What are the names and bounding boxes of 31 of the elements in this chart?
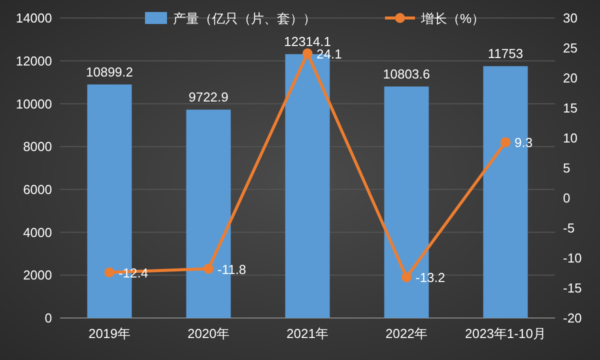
y-tick-label: 4000 — [23, 224, 52, 240]
y2-tick-label: 5 — [563, 160, 570, 176]
legend-label: 增长（%） — [420, 11, 485, 26]
data-label: -12.4 — [118, 265, 148, 280]
y2-tick-label: 25 — [563, 40, 578, 56]
y2-tick-label: -10 — [563, 250, 582, 266]
y2-tick-label: -20 — [563, 310, 582, 326]
y2-tick-label: 20 — [563, 70, 578, 86]
data-label: 10899.2 — [86, 64, 133, 80]
y2-tick-label: 0 — [563, 190, 570, 206]
y-tick-label: 14000 — [16, 10, 52, 26]
y-tick-label: 2000 — [23, 268, 52, 283]
y-tick-label: 10000 — [16, 96, 52, 112]
y2-tick-label: 15 — [563, 100, 578, 116]
y-tick-label: 0 — [44, 310, 52, 326]
x-tick-label: 2023年1-10月 — [465, 326, 546, 341]
x-tick-label: 2022年 — [386, 326, 428, 341]
x-tick-label: 2020年 — [188, 326, 230, 341]
y-tick-label: 6000 — [23, 182, 52, 197]
y-tick-label: 8000 — [23, 139, 52, 154]
y2-tick-label: 30 — [563, 10, 578, 26]
data-label: 9722.9 — [188, 90, 228, 105]
y-tick-label: 12000 — [16, 53, 52, 68]
legend-label: 产量（亿只（片、套）） — [173, 11, 316, 26]
x-tick-label: 2021年 — [286, 326, 328, 341]
data-label: 11753 — [488, 46, 524, 62]
x-tick-label: 2019年 — [88, 326, 130, 341]
y2-tick-label: 10 — [563, 130, 578, 146]
y2-tick-label: -5 — [563, 220, 575, 236]
data-label: 10803.6 — [383, 66, 430, 82]
y2-tick-label: -15 — [563, 280, 582, 296]
